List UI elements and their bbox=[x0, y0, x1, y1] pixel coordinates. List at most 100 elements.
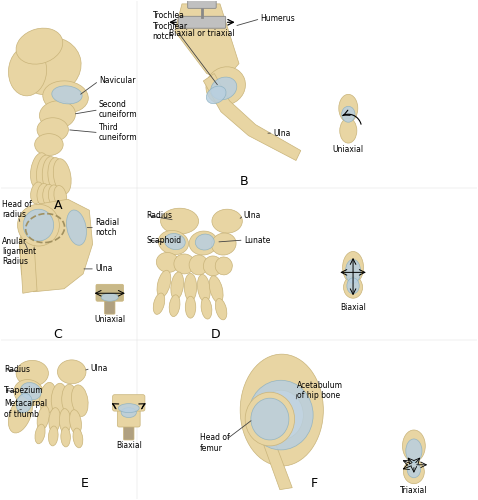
Ellipse shape bbox=[14, 380, 44, 406]
Text: Anular
ligament
Radius: Anular ligament Radius bbox=[2, 236, 36, 266]
Ellipse shape bbox=[206, 67, 245, 105]
Ellipse shape bbox=[203, 256, 222, 276]
Ellipse shape bbox=[347, 278, 359, 294]
FancyBboxPatch shape bbox=[96, 284, 123, 301]
Text: Trochlea
Trochlear
notch: Trochlea Trochlear notch bbox=[152, 12, 188, 41]
Text: Radial
notch: Radial notch bbox=[95, 218, 119, 238]
Ellipse shape bbox=[156, 252, 179, 272]
Ellipse shape bbox=[339, 94, 358, 122]
Ellipse shape bbox=[43, 81, 88, 113]
Ellipse shape bbox=[18, 204, 59, 246]
Polygon shape bbox=[20, 200, 93, 292]
Ellipse shape bbox=[240, 354, 323, 466]
Ellipse shape bbox=[31, 182, 43, 204]
Ellipse shape bbox=[62, 384, 78, 416]
Ellipse shape bbox=[53, 158, 71, 194]
Text: Radius: Radius bbox=[4, 365, 30, 374]
Ellipse shape bbox=[164, 234, 185, 250]
Ellipse shape bbox=[216, 298, 227, 320]
Ellipse shape bbox=[406, 439, 422, 463]
Ellipse shape bbox=[16, 28, 63, 64]
Ellipse shape bbox=[48, 185, 61, 206]
Ellipse shape bbox=[16, 360, 48, 386]
FancyBboxPatch shape bbox=[178, 16, 226, 28]
Ellipse shape bbox=[174, 254, 195, 274]
Ellipse shape bbox=[40, 382, 56, 414]
Text: Navicular: Navicular bbox=[99, 76, 135, 86]
Ellipse shape bbox=[43, 184, 55, 206]
Text: Scaphoid: Scaphoid bbox=[146, 236, 182, 244]
Ellipse shape bbox=[72, 385, 88, 416]
Ellipse shape bbox=[59, 408, 71, 434]
Ellipse shape bbox=[9, 46, 46, 96]
Text: Uniaxial: Uniaxial bbox=[333, 144, 364, 154]
Ellipse shape bbox=[407, 462, 421, 477]
Ellipse shape bbox=[402, 430, 425, 462]
Text: Uniaxial: Uniaxial bbox=[94, 314, 125, 324]
Text: Biaxial: Biaxial bbox=[116, 442, 141, 450]
Ellipse shape bbox=[54, 186, 67, 207]
Ellipse shape bbox=[36, 155, 54, 191]
Ellipse shape bbox=[153, 293, 165, 314]
Text: Acetabulum
of hip bone: Acetabulum of hip bone bbox=[297, 380, 343, 400]
Text: Trapezium: Trapezium bbox=[4, 386, 43, 394]
Ellipse shape bbox=[9, 395, 33, 433]
Ellipse shape bbox=[48, 158, 65, 194]
Ellipse shape bbox=[37, 118, 68, 142]
Ellipse shape bbox=[211, 233, 236, 255]
Ellipse shape bbox=[189, 231, 217, 255]
Ellipse shape bbox=[23, 209, 54, 241]
Ellipse shape bbox=[101, 294, 118, 301]
Text: Triaxial: Triaxial bbox=[400, 486, 428, 495]
Ellipse shape bbox=[158, 230, 188, 254]
Ellipse shape bbox=[57, 360, 86, 384]
Text: A: A bbox=[54, 198, 63, 212]
Ellipse shape bbox=[346, 260, 361, 283]
Text: Ulna: Ulna bbox=[95, 264, 112, 274]
Ellipse shape bbox=[209, 276, 223, 303]
Text: Ulna: Ulna bbox=[244, 210, 261, 220]
FancyBboxPatch shape bbox=[113, 394, 145, 411]
Text: Ulna: Ulna bbox=[91, 364, 108, 373]
Ellipse shape bbox=[37, 184, 49, 205]
Ellipse shape bbox=[161, 208, 198, 234]
Ellipse shape bbox=[211, 77, 237, 100]
Ellipse shape bbox=[171, 272, 184, 299]
Ellipse shape bbox=[49, 408, 60, 432]
Polygon shape bbox=[203, 74, 301, 160]
Text: Biaxial: Biaxial bbox=[340, 302, 366, 312]
Ellipse shape bbox=[169, 295, 180, 316]
Text: Third
cuneiform: Third cuneiform bbox=[99, 123, 138, 142]
Ellipse shape bbox=[70, 410, 81, 434]
Ellipse shape bbox=[21, 382, 41, 400]
Text: Lunate: Lunate bbox=[244, 236, 270, 244]
Ellipse shape bbox=[37, 406, 49, 430]
Ellipse shape bbox=[344, 276, 362, 298]
Ellipse shape bbox=[42, 156, 59, 192]
Ellipse shape bbox=[196, 234, 214, 250]
Ellipse shape bbox=[403, 460, 424, 483]
Ellipse shape bbox=[40, 101, 76, 128]
Text: F: F bbox=[311, 477, 318, 490]
Ellipse shape bbox=[185, 296, 196, 318]
Text: Head of
femur: Head of femur bbox=[200, 433, 230, 452]
Ellipse shape bbox=[245, 392, 294, 446]
Ellipse shape bbox=[185, 274, 197, 301]
Text: B: B bbox=[239, 175, 248, 188]
Text: Radius: Radius bbox=[146, 210, 173, 220]
Ellipse shape bbox=[197, 274, 210, 302]
Ellipse shape bbox=[258, 390, 304, 440]
Ellipse shape bbox=[16, 394, 32, 413]
FancyBboxPatch shape bbox=[188, 0, 216, 8]
Ellipse shape bbox=[61, 427, 70, 447]
Text: Head of
radius: Head of radius bbox=[2, 200, 32, 219]
Ellipse shape bbox=[249, 380, 313, 450]
FancyBboxPatch shape bbox=[105, 298, 115, 314]
Ellipse shape bbox=[157, 270, 171, 297]
Ellipse shape bbox=[215, 257, 232, 275]
Ellipse shape bbox=[118, 404, 139, 412]
FancyBboxPatch shape bbox=[123, 423, 134, 440]
Ellipse shape bbox=[251, 398, 289, 440]
Polygon shape bbox=[175, 4, 239, 81]
Ellipse shape bbox=[51, 384, 67, 415]
